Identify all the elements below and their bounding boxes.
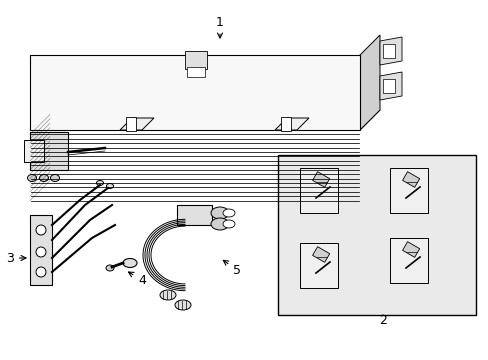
Bar	[299, 168, 337, 213]
Ellipse shape	[175, 300, 191, 310]
Bar	[312, 247, 329, 262]
Bar	[30, 215, 52, 285]
Polygon shape	[274, 118, 308, 130]
Circle shape	[36, 225, 46, 235]
Polygon shape	[120, 118, 154, 130]
Polygon shape	[379, 72, 401, 100]
Ellipse shape	[96, 180, 103, 185]
Ellipse shape	[160, 290, 176, 300]
Text: 1: 1	[216, 15, 224, 38]
Bar	[126, 117, 136, 131]
Bar	[402, 172, 419, 187]
Bar	[30, 132, 68, 170]
Ellipse shape	[210, 207, 228, 219]
Bar	[177, 205, 212, 225]
Text: 4: 4	[128, 272, 145, 287]
Bar	[389, 168, 427, 213]
Ellipse shape	[106, 184, 113, 189]
Bar	[382, 79, 394, 93]
Bar	[281, 117, 290, 131]
Circle shape	[36, 247, 46, 257]
Bar	[30, 55, 359, 130]
Text: 2: 2	[378, 314, 386, 327]
Ellipse shape	[106, 265, 114, 271]
Bar	[299, 243, 337, 288]
Ellipse shape	[123, 258, 137, 267]
Bar	[184, 51, 206, 69]
Ellipse shape	[40, 175, 48, 181]
Ellipse shape	[210, 218, 228, 230]
Bar	[278, 155, 475, 315]
Polygon shape	[30, 110, 379, 130]
Polygon shape	[379, 37, 401, 65]
Bar	[382, 44, 394, 58]
Ellipse shape	[223, 220, 235, 228]
Bar	[402, 242, 419, 257]
Bar	[24, 140, 44, 162]
Text: 5: 5	[223, 260, 241, 276]
Bar	[312, 172, 329, 187]
Polygon shape	[359, 35, 379, 130]
Bar	[389, 238, 427, 283]
Text: 3: 3	[6, 252, 26, 265]
Bar	[186, 67, 204, 77]
Ellipse shape	[50, 175, 60, 181]
Ellipse shape	[27, 175, 37, 181]
Ellipse shape	[223, 209, 235, 217]
Circle shape	[36, 267, 46, 277]
